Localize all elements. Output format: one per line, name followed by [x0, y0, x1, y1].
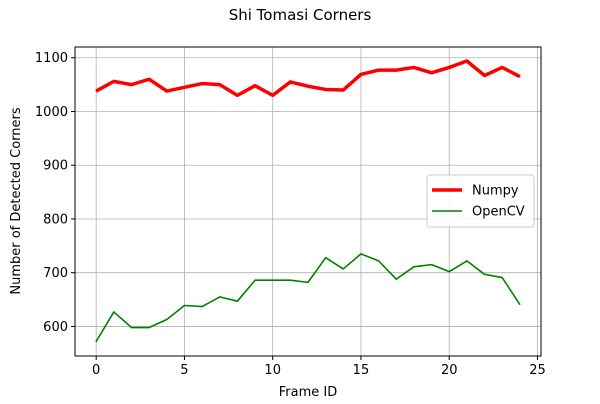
y-tick-label: 800	[43, 212, 68, 227]
x-tick-label: 20	[441, 363, 458, 378]
grid-lines	[75, 47, 541, 356]
data-point	[501, 276, 503, 279]
data-point	[395, 69, 397, 71]
plot-frame	[74, 46, 542, 357]
data-point	[289, 81, 291, 83]
data-point	[183, 304, 186, 307]
y-tick-label: 1100	[35, 51, 68, 66]
data-point	[483, 74, 486, 77]
legend-label: Numpy	[472, 184, 519, 199]
y-axis-label: Number of Detected Corners	[9, 107, 24, 294]
data-point	[148, 78, 150, 80]
x-tick-label: 15	[353, 363, 370, 378]
series-opencv	[95, 253, 521, 343]
data-point	[448, 66, 450, 69]
data-point	[219, 84, 221, 86]
data-point	[95, 90, 97, 92]
data-point	[254, 279, 256, 281]
chart-title: Shi Tomasi Corners	[229, 6, 372, 24]
data-point	[378, 69, 380, 71]
x-axis-label: Frame ID	[279, 385, 337, 400]
data-point	[413, 266, 415, 268]
data-point	[395, 278, 397, 280]
data-point	[95, 340, 97, 343]
data-point	[519, 75, 521, 78]
data-point	[448, 271, 450, 273]
data-point	[360, 73, 362, 76]
y-tick-label: 700	[43, 266, 68, 281]
data-point	[307, 281, 309, 283]
data-point	[483, 273, 486, 275]
legend-box	[426, 174, 535, 228]
data-point	[342, 89, 344, 91]
series-layer	[95, 59, 521, 343]
data-point	[325, 257, 327, 259]
data-point	[113, 311, 115, 313]
data-point	[201, 82, 203, 85]
data-point	[272, 279, 274, 281]
data-point	[466, 260, 468, 262]
data-point	[342, 268, 344, 270]
data-point	[430, 72, 433, 74]
data-point	[254, 85, 256, 87]
y-tick-label: 900	[43, 159, 68, 174]
data-point	[183, 86, 186, 88]
data-point	[148, 326, 150, 329]
data-point	[219, 296, 221, 298]
legend: Numpy OpenCV	[426, 174, 535, 228]
y-axis: 600 700 800 900 1000 1100	[35, 51, 75, 335]
data-point	[113, 80, 115, 82]
data-point	[430, 264, 433, 266]
data-point	[413, 66, 415, 69]
x-tick-label: 10	[264, 363, 281, 378]
series-numpy	[95, 59, 521, 98]
data-point	[289, 279, 291, 281]
data-point	[201, 305, 203, 308]
data-point	[501, 66, 503, 69]
data-point	[130, 326, 133, 329]
data-point	[378, 260, 380, 262]
data-point	[360, 253, 362, 255]
x-tick-label: 0	[92, 363, 100, 378]
data-point	[272, 94, 274, 96]
data-point	[166, 318, 168, 321]
legend-label: OpenCV	[472, 205, 525, 220]
data-point	[325, 88, 327, 91]
data-point	[307, 85, 309, 87]
data-point	[166, 90, 168, 92]
y-tick-label: 1000	[35, 105, 68, 120]
data-point	[466, 60, 468, 62]
data-point	[236, 300, 238, 302]
data-point	[236, 94, 238, 96]
y-tick-label: 600	[43, 320, 68, 335]
data-point	[519, 303, 521, 306]
data-point	[130, 84, 133, 86]
x-tick-label: 5	[180, 363, 188, 378]
x-tick-label: 25	[529, 363, 546, 378]
x-axis: 0 5 10 15 20 25	[92, 356, 546, 378]
